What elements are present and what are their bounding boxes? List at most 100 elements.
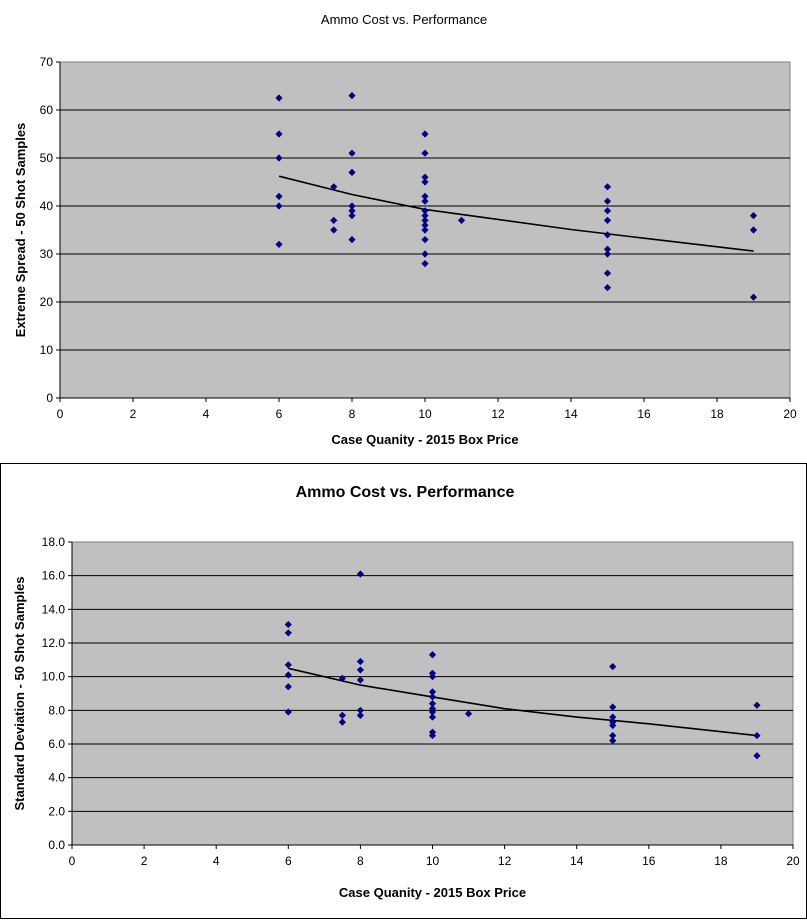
data-point	[356, 711, 364, 719]
data-point	[348, 236, 356, 244]
y-tick-label: 18.0	[42, 535, 66, 549]
data-point	[603, 197, 612, 205]
data-point	[348, 149, 356, 157]
data-point	[421, 173, 429, 181]
data-point	[603, 284, 612, 292]
data-point	[356, 676, 364, 684]
data-point	[356, 706, 364, 714]
data-point	[330, 183, 338, 191]
data-point	[603, 231, 612, 239]
data-point	[275, 192, 283, 200]
data-point	[749, 226, 758, 234]
x-tick-label: 4	[213, 854, 220, 868]
x-tick-label: 18	[710, 407, 724, 421]
y-tick-label: 12.0	[42, 636, 66, 650]
y-axis-label: Standard Deviation - 50 Shot Samples	[12, 576, 27, 810]
y-tick-label: 2.0	[48, 804, 65, 818]
data-point	[609, 737, 617, 745]
x-tick-label: 20	[783, 407, 797, 421]
x-tick-label: 4	[203, 407, 210, 421]
y-tick-label: 50	[40, 151, 54, 165]
y-tick-label: 0	[46, 391, 53, 405]
data-point	[753, 752, 761, 760]
data-point	[421, 207, 429, 215]
x-tick-label: 14	[570, 854, 584, 868]
data-point	[348, 168, 356, 176]
data-point	[603, 250, 612, 258]
chart-panel-extreme-spread: Ammo Cost vs. Performance 0 10 20 30 40 50 60 70…	[13, 12, 797, 447]
x-axis-label: Case Quanity - 2015 Box Price	[339, 885, 526, 900]
chart-title: Ammo Cost vs. Performance	[321, 12, 487, 27]
y-tick-label: 10	[40, 343, 54, 357]
data-point	[421, 192, 429, 200]
data-point	[275, 94, 283, 102]
data-point	[603, 183, 612, 191]
x-tick-label: 2	[130, 407, 137, 421]
data-point	[275, 240, 283, 248]
y-tick-label: 14.0	[42, 602, 66, 616]
x-tick-label: 10	[426, 854, 440, 868]
data-point	[421, 149, 429, 157]
y-tick-label: 0.0	[48, 838, 65, 852]
y-tick-label: 60	[40, 103, 54, 117]
data-point	[421, 260, 429, 268]
data-point	[421, 221, 429, 229]
data-point	[421, 212, 429, 220]
y-axis-label: Extreme Spread - 50 Shot Samples	[13, 123, 28, 338]
x-tick-label: 20	[786, 854, 800, 868]
data-point	[275, 154, 283, 162]
data-point	[338, 718, 346, 726]
x-tick-label: 6	[276, 407, 283, 421]
data-point	[609, 713, 617, 721]
data-point	[603, 245, 612, 253]
data-point	[749, 212, 758, 220]
y-tick-label: 30	[40, 247, 54, 261]
x-tick-label: 10	[418, 407, 432, 421]
data-point	[609, 662, 617, 671]
y-tick-label: 70	[40, 55, 54, 69]
x-tick-label: 16	[642, 854, 656, 868]
data-point	[457, 216, 466, 224]
x-tick-label: 0	[57, 407, 64, 421]
x-tick-label: 2	[141, 854, 148, 868]
data-point	[421, 236, 429, 244]
data-point	[609, 731, 617, 740]
data-point	[330, 226, 338, 234]
x-tick-label: 0	[69, 854, 76, 868]
x-tick-label: 12	[498, 854, 512, 868]
y-tick-label: 10.0	[42, 670, 66, 684]
data-point	[603, 269, 612, 277]
standard-deviation-chart: Ammo Cost vs. Performance 0.0 2.0 4.0 6.0 8.0…	[12, 484, 800, 900]
y-tick-label: 6.0	[48, 737, 65, 751]
data-point	[421, 197, 429, 205]
data-point	[348, 212, 356, 220]
data-point	[749, 293, 758, 301]
data-point	[330, 216, 338, 224]
x-tick-label: 14	[564, 407, 578, 421]
data-point	[428, 651, 437, 659]
y-tick-label: 40	[40, 199, 54, 213]
x-axis-label: Case Quanity - 2015 Box Price	[331, 432, 518, 447]
data-point	[421, 178, 429, 186]
y-tick-label: 16.0	[42, 569, 66, 583]
data-point	[275, 130, 283, 138]
data-point	[348, 207, 356, 215]
data-point	[275, 202, 283, 210]
data-point	[603, 216, 612, 224]
data-point	[609, 703, 617, 711]
data-point	[421, 130, 429, 138]
data-point	[428, 708, 437, 716]
y-tick-label: 8.0	[48, 703, 65, 717]
y-tick-label: 4.0	[48, 771, 65, 785]
data-point	[428, 731, 437, 740]
chart-title: Ammo Cost vs. Performance	[296, 484, 515, 501]
data-point	[421, 250, 429, 258]
data-point	[428, 713, 437, 721]
x-tick-label: 12	[491, 407, 505, 421]
data-point	[603, 207, 612, 215]
trendline	[278, 175, 754, 252]
chart-panel-standard-deviation: Ammo Cost vs. Performance 0.0 2.0 4.0 6.0 8.0…	[0, 463, 807, 919]
x-tick-label: 18	[714, 854, 728, 868]
x-tick-label: 8	[357, 854, 364, 868]
data-point	[609, 721, 617, 730]
